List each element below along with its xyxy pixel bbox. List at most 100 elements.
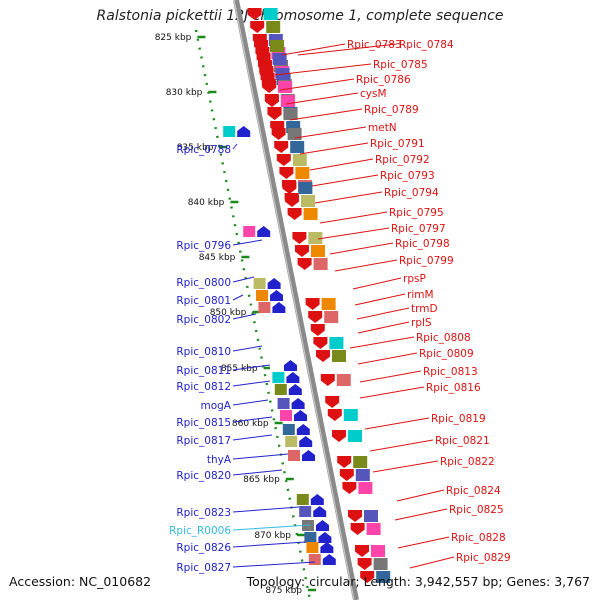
gene-arrow [292,232,307,244]
gene-connector [232,380,271,387]
gene-label-Rpic_0827[interactable]: Rpic_0827 [176,562,231,574]
gene-arrow [291,398,305,409]
gene-arrow [313,506,327,517]
feature-box [373,558,388,570]
gene-label-Rpic_0784[interactable]: Rpic_0784 [399,39,454,51]
gene-arrow [308,311,323,323]
gene-connector [311,174,379,187]
gene-connector [372,460,439,473]
feature-box [341,396,356,408]
gene-label-mogA[interactable]: mogA [200,400,231,412]
gene-label-Rpic_0802[interactable]: Rpic_0802 [176,314,231,326]
gene-label-Rpic_0791[interactable]: Rpic_0791 [370,138,425,150]
gene-connector [354,293,406,306]
gene-arrow [257,226,271,237]
feature-box [272,53,287,65]
gene-connector [232,313,257,320]
gene-label-Rpic_0783[interactable]: Rpic_0783 [347,39,402,51]
gene-label-metN[interactable]: metN [368,122,397,134]
topology-summary: Topology: circular; Length: 3,942,557 bp… [246,574,590,589]
gene-label-Rpic_0820[interactable]: Rpic_0820 [176,470,231,482]
feature-box [283,108,298,120]
gene-label-Rpic_0821[interactable]: Rpic_0821 [435,435,490,447]
feature-box [324,311,339,323]
feature-box [311,245,325,257]
gene-label-Rpic_R0006[interactable]: Rpic_R0006 [169,525,231,537]
gene-arrow [318,532,332,543]
gene-connector [232,541,306,548]
gene-arrow [299,436,313,447]
gene-arrow [285,195,299,207]
gene-arrow [288,384,302,395]
gene-arrow [270,290,283,301]
gene-label-rpsP[interactable]: rpsP [403,273,426,285]
ruler-label: 865 kbp [243,475,280,485]
gene-connector [329,242,394,255]
gene-arrow [265,95,279,107]
gene-label-cysM[interactable]: cysM [360,88,387,100]
gene-label-Rpic_0800[interactable]: Rpic_0800 [176,277,231,289]
gene-arrow [287,208,302,220]
gene-label-Rpic_0817[interactable]: Rpic_0817 [176,435,231,447]
gene-label-Rpic_0816[interactable]: Rpic_0816 [426,382,481,394]
feature-box [278,81,293,93]
gene-label-Rpic_0793[interactable]: Rpic_0793 [380,170,435,182]
gene-label-rimM[interactable]: rimM [407,289,434,301]
gene-label-Rpic_0796[interactable]: Rpic_0796 [176,240,231,252]
gene-label-Rpic_0823[interactable]: Rpic_0823 [176,507,231,519]
gene-label-Rpic_0824[interactable]: Rpic_0824 [446,485,501,497]
gene-arrow [272,302,286,313]
gene-label-Rpic_0811[interactable]: Rpic_0811 [176,365,231,377]
gene-label-Rpic_0822[interactable]: Rpic_0822 [440,456,495,468]
gene-arrow [279,167,294,179]
gene-connector [232,276,255,283]
ruler-label: 870 kbp [254,531,291,541]
backbone-line [233,0,359,600]
gene-connector [297,43,398,56]
gene-label-Rpic_0789[interactable]: Rpic_0789 [364,104,419,116]
gene-label-Rpic_0812[interactable]: Rpic_0812 [176,381,231,393]
gene-label-Rpic_0799[interactable]: Rpic_0799 [399,255,454,267]
gene-label-Rpic_0819[interactable]: Rpic_0819 [431,413,486,425]
gene-label-Rpic_0786[interactable]: Rpic_0786 [356,74,411,86]
gene-arrow [325,396,340,408]
gene-arrow [339,469,354,481]
ruler-label: 850 kbp [210,308,247,318]
gene-label-Rpic_0792[interactable]: Rpic_0792 [375,154,430,166]
gene-connector [314,191,383,204]
feature-tracks [223,8,391,583]
gene-label-Rpic_0826[interactable]: Rpic_0826 [176,542,231,554]
gene-label-Rpic_0813[interactable]: Rpic_0813 [423,366,478,378]
feature-box [371,545,385,557]
gene-arrow [296,424,310,435]
gene-arrow [286,372,300,383]
gene-arrow [284,360,297,371]
gene-label-Rpic_0785[interactable]: Rpic_0785 [373,59,428,71]
gene-connector [364,417,430,430]
gene-label-Rpic_0808[interactable]: Rpic_0808 [416,332,471,344]
gene-label-thyA[interactable]: thyA [207,454,232,466]
gene-label-Rpic_0809[interactable]: Rpic_0809 [419,348,474,360]
ruler-label: 840 kbp [188,198,225,208]
gene-label-Rpic_0815[interactable]: Rpic_0815 [176,417,231,429]
gene-label-Rpic_0825[interactable]: Rpic_0825 [449,504,504,516]
gene-label-Rpic_0798[interactable]: Rpic_0798 [395,238,450,250]
gene-label-Rpic_0829[interactable]: Rpic_0829 [456,552,511,564]
gene-arrow [305,298,320,310]
gene-label-Rpic_0794[interactable]: Rpic_0794 [384,187,439,199]
gene-label-Rpic_0795[interactable]: Rpic_0795 [389,207,444,219]
gene-arrow [267,108,282,120]
feature-box [270,40,284,52]
gene-label-Rpic_0797[interactable]: Rpic_0797 [391,223,446,235]
gene-label-Rpic_0788[interactable]: Rpic_0788 [176,144,231,156]
gene-label-trmD[interactable]: trmD [411,303,438,315]
gene-label-Rpic_0801[interactable]: Rpic_0801 [176,295,231,307]
gene-connector [232,453,289,460]
gene-label-Rpic_0810[interactable]: Rpic_0810 [176,346,231,358]
gene-label-rplS[interactable]: rplS [411,317,432,329]
gene-arrow [254,40,268,52]
gene-label-Rpic_0828[interactable]: Rpic_0828 [451,532,506,544]
gene-connector [397,536,450,549]
feature-box [355,469,370,481]
